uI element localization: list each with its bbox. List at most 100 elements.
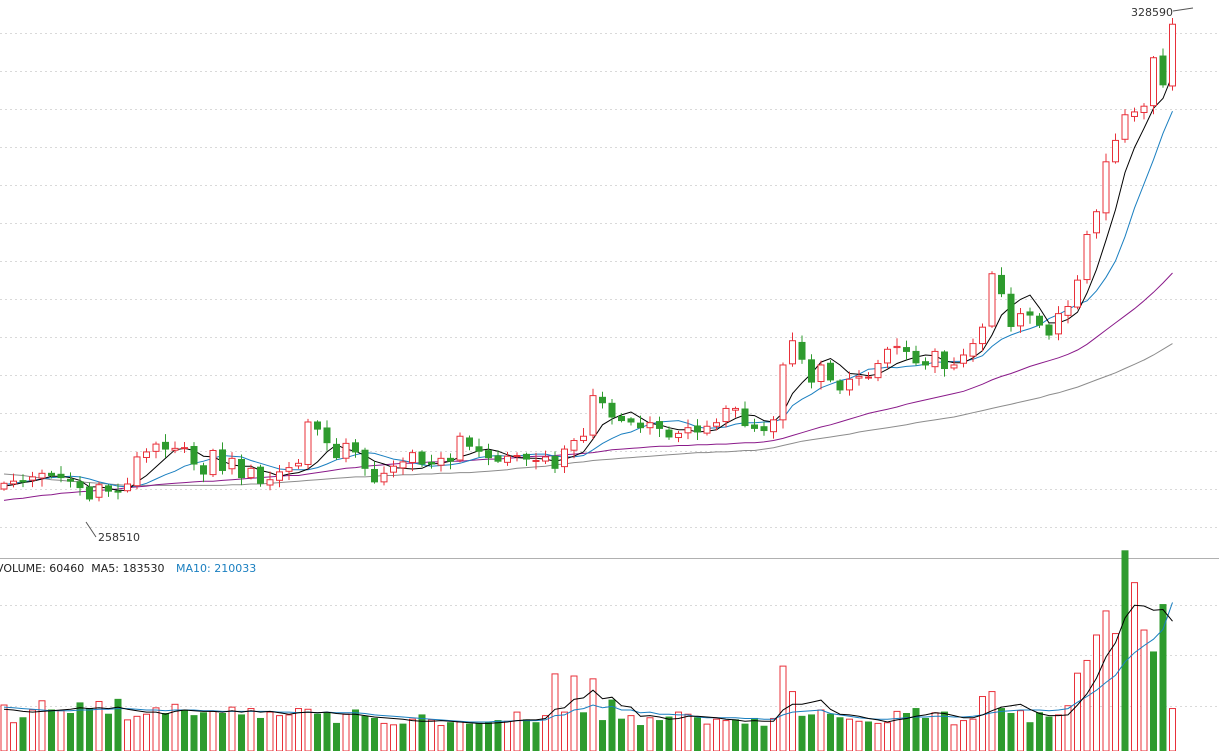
volume-bar bbox=[618, 718, 625, 751]
candle-body bbox=[456, 435, 464, 461]
candle-body bbox=[143, 451, 150, 458]
volume-bar bbox=[76, 702, 84, 751]
volume-bar bbox=[399, 723, 407, 751]
candle-body bbox=[0, 482, 8, 490]
volume-bar bbox=[1083, 659, 1091, 751]
volume-bar bbox=[133, 715, 141, 751]
volume-bar bbox=[922, 717, 929, 751]
volume-bar bbox=[1045, 716, 1053, 751]
candle-body bbox=[1074, 279, 1081, 308]
candle-body bbox=[760, 426, 768, 432]
candle-body bbox=[675, 432, 682, 439]
candle-body bbox=[437, 457, 445, 466]
volume-bar bbox=[10, 722, 17, 751]
volume-bar bbox=[836, 717, 844, 751]
volume-bar bbox=[561, 711, 568, 751]
candle-body bbox=[979, 326, 986, 345]
candle-body bbox=[209, 450, 217, 476]
volume-bar bbox=[29, 709, 36, 751]
volume-bar bbox=[475, 722, 483, 751]
volume-bar bbox=[1064, 705, 1072, 751]
volume-bar bbox=[238, 714, 245, 751]
candle-body bbox=[399, 461, 407, 469]
volume-bar bbox=[466, 723, 473, 751]
volume-bar bbox=[200, 712, 207, 751]
candle-body bbox=[466, 437, 473, 447]
candle-body bbox=[114, 490, 122, 493]
candle-body bbox=[295, 462, 302, 467]
candle-body bbox=[1112, 139, 1119, 163]
volume-bar bbox=[513, 711, 521, 751]
candle-body bbox=[409, 452, 416, 463]
candle-body bbox=[941, 351, 948, 370]
volume-bar bbox=[276, 715, 283, 751]
volume-bar bbox=[1017, 710, 1024, 751]
candle-body bbox=[694, 425, 701, 433]
candle-body bbox=[817, 364, 825, 383]
volume-bar bbox=[86, 708, 93, 751]
candle-body bbox=[561, 448, 568, 468]
candle-body bbox=[1159, 55, 1167, 86]
low-label: 258510 bbox=[98, 531, 140, 544]
candle-body bbox=[428, 461, 435, 465]
volume-bar bbox=[808, 714, 815, 751]
candle-body bbox=[922, 361, 929, 366]
volume-bar bbox=[1169, 708, 1176, 751]
volume-bar bbox=[988, 691, 996, 751]
volume-bar bbox=[190, 715, 198, 751]
volume-bar bbox=[893, 710, 901, 751]
volume-bar bbox=[627, 715, 635, 751]
candle-body bbox=[247, 467, 255, 479]
candle-body bbox=[931, 350, 939, 368]
volume-bar bbox=[542, 715, 549, 751]
volume-bar bbox=[333, 722, 340, 751]
candle-body bbox=[1131, 111, 1138, 117]
candle-body bbox=[162, 441, 169, 450]
volume-bar bbox=[1036, 712, 1043, 751]
volume-bar bbox=[152, 707, 160, 751]
candle-body bbox=[589, 395, 597, 436]
volume-bar bbox=[456, 721, 464, 751]
candle-body bbox=[656, 421, 663, 429]
volume-bar bbox=[1093, 634, 1100, 751]
low-annotation: 258510 bbox=[85, 521, 140, 544]
volume-bar bbox=[105, 713, 112, 751]
candle-body bbox=[105, 485, 112, 492]
volume-bar bbox=[817, 709, 825, 751]
candle-body bbox=[532, 459, 540, 462]
volume-bar bbox=[1007, 713, 1015, 751]
volume-bar bbox=[1159, 604, 1167, 751]
candle-body bbox=[57, 473, 65, 479]
volume-bar bbox=[1074, 672, 1081, 751]
candle-body bbox=[665, 429, 673, 438]
candle-body bbox=[1026, 311, 1034, 316]
volume-bar bbox=[342, 713, 350, 751]
candle-body bbox=[513, 454, 521, 457]
candle-body bbox=[551, 455, 559, 469]
candle-body bbox=[29, 476, 36, 481]
volume-bar bbox=[494, 720, 502, 751]
volume-bar bbox=[447, 722, 454, 751]
candle-body bbox=[228, 457, 236, 470]
volume-bar bbox=[352, 709, 359, 751]
candle-body bbox=[323, 427, 331, 444]
candle-body bbox=[1045, 324, 1053, 336]
candle-body bbox=[751, 424, 758, 429]
candle-body bbox=[304, 421, 312, 465]
volume-bar bbox=[1112, 633, 1119, 751]
volume-bar bbox=[228, 706, 236, 751]
volume-bars bbox=[0, 550, 1176, 751]
volume-legend-ma10: MA10: 210033 bbox=[176, 562, 256, 575]
candle-body bbox=[1055, 313, 1062, 335]
candle-body bbox=[494, 455, 502, 462]
candle-body bbox=[181, 447, 188, 450]
candle-body bbox=[637, 422, 644, 429]
candle-body bbox=[314, 421, 321, 430]
candle-body bbox=[969, 343, 977, 357]
candle-body bbox=[390, 465, 397, 473]
candle-body bbox=[418, 451, 426, 465]
candle-body bbox=[361, 449, 369, 469]
candle-body bbox=[903, 347, 910, 352]
candle-body bbox=[285, 467, 293, 472]
